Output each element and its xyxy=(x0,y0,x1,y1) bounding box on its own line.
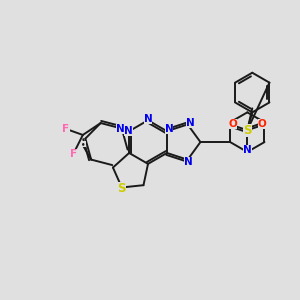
Text: S: S xyxy=(118,182,126,195)
Text: F: F xyxy=(62,124,70,134)
Text: N: N xyxy=(116,124,125,134)
Text: N: N xyxy=(144,114,152,124)
Text: N: N xyxy=(164,124,173,134)
Text: O: O xyxy=(258,119,267,129)
Text: •: • xyxy=(82,141,86,147)
Text: O: O xyxy=(228,119,237,129)
Text: S: S xyxy=(243,124,252,137)
Text: F: F xyxy=(70,149,77,159)
Text: N: N xyxy=(184,157,193,167)
Text: N: N xyxy=(124,126,133,136)
Text: N: N xyxy=(243,145,252,155)
Text: N: N xyxy=(186,118,195,128)
